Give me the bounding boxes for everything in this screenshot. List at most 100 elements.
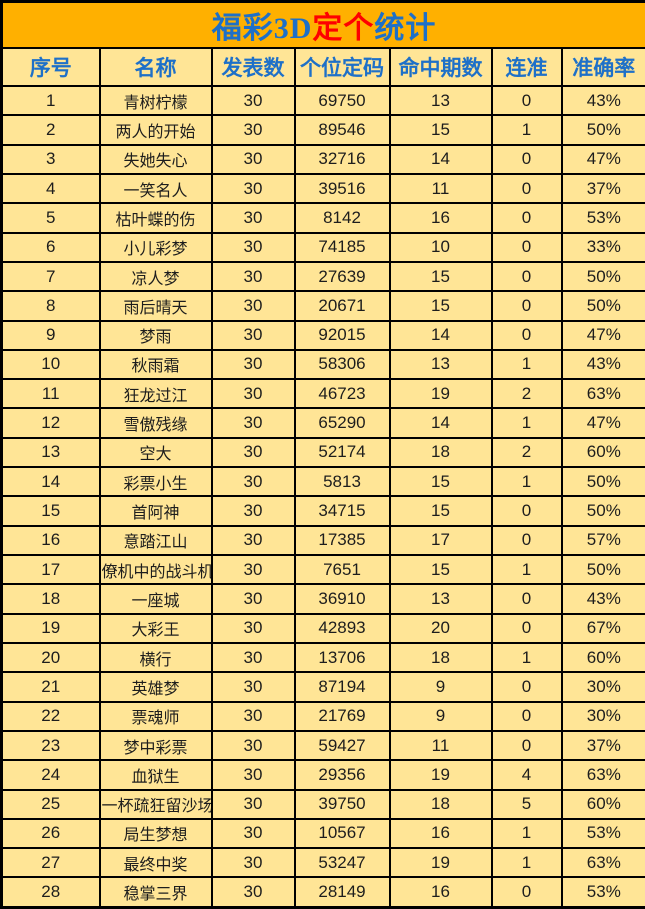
code-cell: 92015 xyxy=(293,319,391,351)
column-header-code: 个位定码 xyxy=(293,47,391,87)
accuracy-cell: 63% xyxy=(560,378,645,410)
accuracy-cell: 47% xyxy=(560,407,645,439)
index-cell: 6 xyxy=(0,231,101,263)
code-cell: 5813 xyxy=(293,466,391,498)
streak-cell: 0 xyxy=(490,700,563,732)
hits-cell: 15 xyxy=(388,553,493,586)
accuracy-cell: 50% xyxy=(560,290,645,322)
hits-cell: 18 xyxy=(388,641,493,674)
index-cell: 4 xyxy=(0,172,101,205)
code-cell: 39750 xyxy=(293,788,391,820)
table-row: 6 小儿彩梦 30 74185 10 0 33% xyxy=(0,231,645,263)
published-cell: 30 xyxy=(210,172,296,205)
hits-cell: 16 xyxy=(388,876,493,909)
streak-cell: 4 xyxy=(490,759,563,791)
accuracy-cell: 43% xyxy=(560,583,645,615)
table-row: 19 大彩王 30 42893 20 0 67% xyxy=(0,612,645,644)
streak-cell: 0 xyxy=(490,143,563,175)
index-cell: 5 xyxy=(0,202,101,234)
name-cell: 血狱生 xyxy=(98,759,213,791)
table-row: 8 雨后晴天 30 20671 15 0 50% xyxy=(0,290,645,322)
index-cell: 19 xyxy=(0,612,101,644)
table-row: 26 局生梦想 30 10567 16 1 53% xyxy=(0,817,645,850)
table-row: 23 梦中彩票 30 59427 11 0 37% xyxy=(0,729,645,762)
hits-cell: 19 xyxy=(388,847,493,879)
streak-cell: 0 xyxy=(490,524,563,557)
name-cell: 梦中彩票 xyxy=(98,729,213,762)
accuracy-cell: 37% xyxy=(560,729,645,762)
accuracy-cell: 60% xyxy=(560,436,645,469)
table-row: 1 青树柠檬 30 69750 13 0 43% xyxy=(0,84,645,117)
accuracy-cell: 50% xyxy=(560,114,645,146)
published-cell: 30 xyxy=(210,524,296,557)
published-cell: 30 xyxy=(210,143,296,175)
index-cell: 21 xyxy=(0,671,101,703)
hits-cell: 19 xyxy=(388,759,493,791)
hits-cell: 19 xyxy=(388,378,493,410)
index-cell: 28 xyxy=(0,876,101,909)
index-cell: 9 xyxy=(0,319,101,351)
streak-cell: 0 xyxy=(490,231,563,263)
index-cell: 26 xyxy=(0,817,101,850)
published-cell: 30 xyxy=(210,495,296,527)
name-cell: 失她失心 xyxy=(98,143,213,175)
hits-cell: 16 xyxy=(388,817,493,850)
accuracy-cell: 60% xyxy=(560,641,645,674)
hits-cell: 15 xyxy=(388,290,493,322)
code-cell: 39516 xyxy=(293,172,391,205)
code-cell: 69750 xyxy=(293,84,391,117)
index-cell: 3 xyxy=(0,143,101,175)
streak-cell: 0 xyxy=(490,671,563,703)
name-cell: 票魂师 xyxy=(98,700,213,732)
streak-cell: 0 xyxy=(490,729,563,762)
table-row: 15 首阿神 30 34715 15 0 50% xyxy=(0,495,645,527)
index-cell: 22 xyxy=(0,700,101,732)
index-cell: 2 xyxy=(0,114,101,146)
name-cell: 小儿彩梦 xyxy=(98,231,213,263)
hits-cell: 18 xyxy=(388,436,493,469)
code-cell: 58306 xyxy=(293,348,391,381)
name-cell: 梦雨 xyxy=(98,319,213,351)
accuracy-cell: 50% xyxy=(560,553,645,586)
streak-cell: 0 xyxy=(490,290,563,322)
table-row: 12 雪傲残缘 30 65290 14 1 47% xyxy=(0,407,645,439)
title-part-red: 定个 xyxy=(312,12,375,45)
accuracy-cell: 47% xyxy=(560,143,645,175)
name-cell: 横行 xyxy=(98,641,213,674)
code-cell: 59427 xyxy=(293,729,391,762)
accuracy-cell: 43% xyxy=(560,348,645,381)
index-cell: 7 xyxy=(0,260,101,293)
published-cell: 30 xyxy=(210,202,296,234)
name-cell: 英雄梦 xyxy=(98,671,213,703)
table-row: 3 失她失心 30 32716 14 0 47% xyxy=(0,143,645,175)
code-cell: 36910 xyxy=(293,583,391,615)
table-row: 11 狂龙过江 30 46723 19 2 63% xyxy=(0,378,645,410)
published-cell: 30 xyxy=(210,84,296,117)
hits-cell: 15 xyxy=(388,495,493,527)
code-cell: 74185 xyxy=(293,231,391,263)
streak-cell: 1 xyxy=(490,348,563,381)
index-cell: 16 xyxy=(0,524,101,557)
table-row: 22 票魂师 30 21769 9 0 30% xyxy=(0,700,645,732)
hits-cell: 13 xyxy=(388,583,493,615)
index-cell: 18 xyxy=(0,583,101,615)
index-cell: 13 xyxy=(0,436,101,469)
index-cell: 23 xyxy=(0,729,101,762)
streak-cell: 0 xyxy=(490,583,563,615)
streak-cell: 2 xyxy=(490,378,563,410)
streak-cell: 1 xyxy=(490,407,563,439)
table-row: 14 彩票小生 30 5813 15 1 50% xyxy=(0,466,645,498)
published-cell: 30 xyxy=(210,553,296,586)
code-cell: 46723 xyxy=(293,378,391,410)
code-cell: 29356 xyxy=(293,759,391,791)
code-cell: 13706 xyxy=(293,641,391,674)
streak-cell: 0 xyxy=(490,84,563,117)
column-header-streak: 连准 xyxy=(490,47,563,87)
name-cell: 一笑名人 xyxy=(98,172,213,205)
streak-cell: 1 xyxy=(490,641,563,674)
index-cell: 25 xyxy=(0,788,101,820)
published-cell: 30 xyxy=(210,378,296,410)
hits-cell: 17 xyxy=(388,524,493,557)
hits-cell: 9 xyxy=(388,700,493,732)
